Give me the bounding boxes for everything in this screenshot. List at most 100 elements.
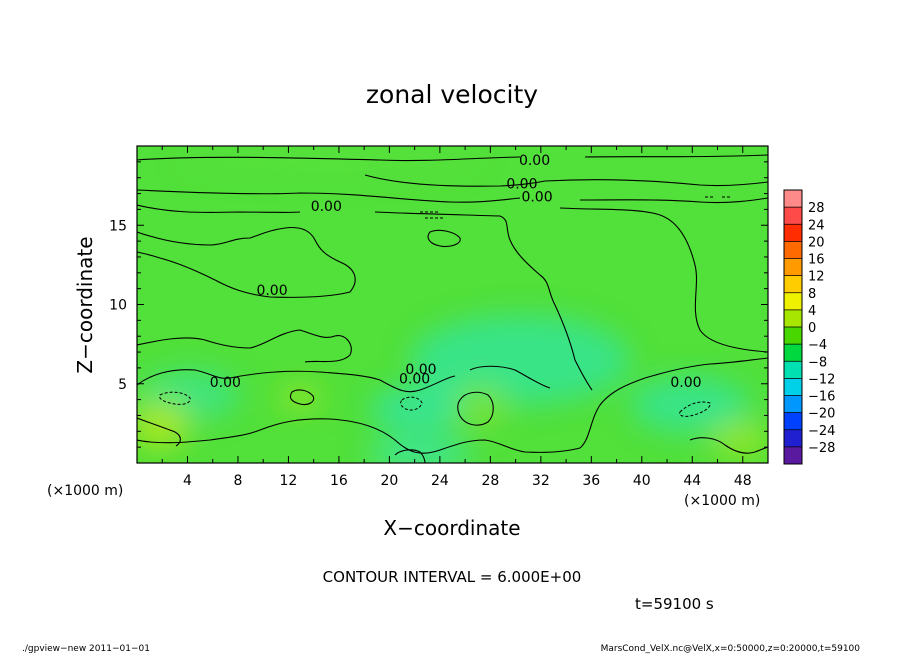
- colorbar-label: 12: [808, 270, 825, 285]
- y-axis-ticks: 5 10 15: [109, 161, 768, 448]
- field-blob-cyan-center: [410, 315, 630, 405]
- shaded-field: 0.000.000.000.000.000.000.000.00 0.00: [137, 146, 768, 463]
- contour-line-upper-a: [137, 204, 301, 214]
- colorbar-segment: [784, 241, 802, 259]
- contour-line-neg-center: [400, 396, 423, 411]
- contour-line-low-3: [579, 357, 768, 449]
- colorbar-segment: [784, 429, 802, 448]
- x-tick-label: 32: [532, 473, 550, 489]
- colorbar: 28 24 20 16 12 8 4 0 −4 −8 −12 −16 −20 −24 −28: [783, 189, 835, 465]
- x-tick-label: 8: [233, 473, 242, 489]
- contour-label: 0.00: [210, 375, 241, 391]
- x-tick-label: 12: [280, 473, 298, 489]
- footer-left: ./gpview−new 2011−01−01: [22, 644, 150, 654]
- x-tick-label: 20: [380, 473, 398, 489]
- contour-interval-text: CONTOUR INTERVAL = 6.000E+00: [323, 568, 582, 586]
- contour-line-circle: [457, 391, 494, 426]
- time-text: t=59100 s: [635, 595, 714, 613]
- colorbar-segment: [784, 361, 802, 379]
- colorbar-label: 28: [808, 201, 825, 216]
- contour-line-neg-left: [159, 391, 191, 405]
- colorbar-label: 16: [808, 253, 825, 268]
- contour-lines: [137, 154, 768, 463]
- y-tick-label: 5: [118, 377, 127, 393]
- contour-line-right-boundary: [559, 207, 768, 353]
- colorbar-segment: [784, 446, 802, 465]
- contour-line-low-4: [469, 365, 551, 389]
- contour-line-neg-dash-top: [420, 211, 445, 219]
- contour-label: 0.00: [405, 362, 436, 378]
- contour-line-top-1b: [584, 154, 768, 158]
- contour-label: 0.00: [506, 177, 537, 193]
- x-tick-label: 4: [183, 473, 192, 489]
- contour-line-low-2: [137, 418, 581, 454]
- colorbar-segment: [784, 344, 802, 362]
- field-blob-yellow-left: [137, 400, 190, 450]
- colorbar-segment: [784, 412, 802, 431]
- contour-line-left-mid: [137, 329, 352, 363]
- colorbar-segment: [784, 378, 802, 396]
- x-tick-label: 40: [633, 473, 651, 489]
- colorbar-label: −20: [808, 407, 835, 422]
- x-tick-label: 44: [683, 473, 701, 489]
- x-axis-unit: (×1000 m): [684, 493, 760, 509]
- field-blob-yellow-right: [710, 422, 768, 458]
- y-tick-label: 10: [109, 298, 127, 314]
- colorbar-label: −28: [808, 441, 835, 456]
- contour-line-top-3b: [579, 197, 768, 204]
- colorbar-label: −8: [808, 355, 827, 370]
- contour-line-top-1: [137, 156, 521, 162]
- contour-line-left-loop: [137, 226, 356, 298]
- y-axis-unit: (×1000 m): [47, 483, 123, 499]
- colorbar-label: −16: [808, 390, 835, 405]
- colorbar-label: 8: [808, 287, 816, 302]
- contour-label: 0.00: [311, 199, 342, 215]
- x-tick-label: 36: [582, 473, 600, 489]
- colorbar-label: −4: [808, 338, 827, 353]
- field-blob-cyan-bottom: [365, 441, 475, 463]
- colorbar-label: −12: [808, 372, 835, 387]
- contour-label: 0.00: [521, 189, 552, 205]
- x-axis-title: X−coordinate: [383, 516, 520, 540]
- colorbar-label: 20: [808, 235, 825, 250]
- contour-line-top-2: [364, 174, 768, 187]
- field-blob-yellow-circle: [452, 383, 508, 427]
- contour-line-bottom-right: [689, 437, 768, 454]
- colorbar-label: 4: [808, 304, 816, 319]
- x-axis-ticks: 4 8 12 16 20 24 28 32 36 40 44 48: [161, 146, 752, 489]
- colorbar-segment: [784, 258, 802, 276]
- field-blob-top: [180, 146, 480, 174]
- contour-line-small-loop: [427, 229, 461, 248]
- x-tick-label: 28: [481, 473, 499, 489]
- x-tick-label: 16: [330, 473, 348, 489]
- colorbar-segment: [784, 327, 802, 345]
- y-tick-label: 15: [109, 218, 127, 234]
- x-tick-label: 24: [431, 473, 449, 489]
- y-axis-title: Z−coordinate: [73, 236, 97, 373]
- field-blob-cyan-left: [370, 385, 470, 435]
- colorbar-segment: [784, 224, 802, 242]
- colorbar-segment: [784, 207, 802, 225]
- footer-right: MarsCond_VelX.nc@VelX,x=0:50000,z=0:2000…: [601, 644, 861, 654]
- colorbar-segment: [784, 190, 802, 208]
- contour-line-yellow-left: [137, 417, 181, 447]
- x-tick-label: 48: [734, 473, 752, 489]
- contour-lines-negative: [159, 196, 730, 417]
- contour-label: 0.00: [670, 375, 701, 391]
- contour-label: 0.00: [256, 283, 287, 299]
- contour-line-low-1: [137, 369, 456, 393]
- contour-line-yellow-mid: [289, 389, 315, 406]
- colorbar-label: −24: [808, 424, 835, 439]
- colorbar-segment: [784, 395, 802, 413]
- contour-line-central-boundary: [374, 211, 593, 391]
- contour-line-bottom-cyan: [394, 449, 426, 463]
- contour-line-neg-right: [679, 401, 711, 417]
- field-blob-yellow-mid: [280, 386, 320, 410]
- contour-line-top-3: [137, 189, 521, 203]
- contour-label: 0.00: [399, 372, 430, 388]
- field-blobs: [137, 146, 768, 463]
- contour-label: 0.00: [519, 153, 550, 169]
- colorbar-segment: [784, 309, 802, 328]
- colorbar-segment: [784, 292, 802, 311]
